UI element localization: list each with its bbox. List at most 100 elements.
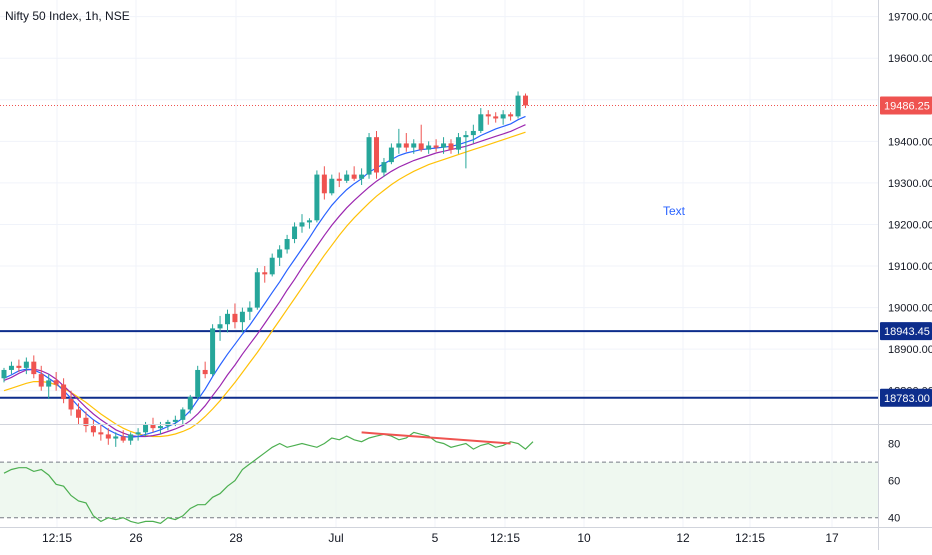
y-tick-label: 19000.00	[888, 303, 932, 315]
candle-body	[232, 313, 238, 323]
candle	[105, 428, 111, 445]
candle-body	[388, 147, 394, 163]
candle-body	[1, 369, 7, 379]
x-tick-label: 10	[577, 531, 591, 545]
candle-body	[180, 409, 186, 420]
x-tick-label: 12:15	[490, 531, 520, 545]
candle-body	[448, 143, 454, 150]
rsi-band-layer	[0, 461, 878, 519]
candle	[98, 424, 104, 441]
x-tick-label: 28	[229, 531, 243, 545]
candle-body	[403, 143, 409, 148]
candle	[23, 357, 29, 375]
candle-body	[172, 419, 178, 422]
price-label: 19486.25	[884, 100, 930, 112]
candle	[61, 378, 67, 404]
candle	[254, 268, 260, 310]
candle	[135, 428, 141, 441]
candle	[90, 419, 96, 437]
candle	[314, 170, 320, 223]
y-tick-label: 18900.00	[888, 344, 932, 356]
candle-body	[76, 409, 81, 418]
x-tick-label: 26	[129, 531, 143, 545]
x-tick-label: 12:15	[42, 531, 72, 545]
candle-body	[329, 178, 335, 194]
candle-body	[83, 417, 89, 427]
candle	[292, 222, 298, 244]
candle	[180, 407, 186, 424]
candle	[247, 301, 253, 321]
candle-body	[23, 361, 29, 368]
candle-body	[523, 95, 528, 106]
candle-body	[195, 369, 201, 397]
candle	[523, 93, 528, 109]
candle	[284, 234, 290, 254]
candle	[128, 432, 134, 445]
candle	[426, 141, 432, 154]
y-tick-label: 19100.00	[888, 261, 932, 273]
candle-body	[120, 436, 126, 441]
candle	[329, 174, 335, 196]
rsi-band-fill	[0, 462, 878, 518]
candle	[441, 137, 447, 154]
x-tick-label: 12	[676, 531, 690, 545]
candle-body	[217, 324, 223, 329]
candle-body	[508, 114, 514, 117]
candle	[269, 253, 275, 277]
y-tick-label: 19300.00	[888, 178, 932, 190]
candle	[359, 168, 365, 185]
candle-body	[135, 432, 141, 435]
candle	[210, 324, 216, 377]
candle	[157, 421, 163, 435]
candle-body	[470, 130, 476, 136]
x-tick-label: 17	[825, 531, 839, 545]
candle-body	[299, 222, 305, 227]
candle	[76, 403, 81, 424]
candle	[277, 245, 283, 267]
candle-body	[426, 145, 432, 150]
candle-body	[441, 143, 447, 148]
candle	[448, 139, 454, 154]
candle	[202, 361, 208, 379]
candle	[336, 172, 342, 188]
candle-body	[284, 239, 290, 250]
y-tick-label: 19700.00	[888, 12, 932, 24]
candle	[500, 110, 506, 125]
candle-body	[31, 361, 37, 375]
candle-body	[344, 174, 350, 181]
candle	[321, 166, 327, 200]
candle	[463, 130, 469, 169]
candle-body	[53, 380, 59, 385]
candle-body	[239, 311, 245, 323]
candle	[508, 112, 514, 121]
candle-body	[418, 143, 424, 150]
candle	[239, 307, 245, 333]
candle-layer	[1, 91, 528, 447]
candle-body	[463, 135, 469, 138]
candle-body	[478, 114, 484, 131]
x-tick-label: 12:15	[735, 531, 765, 545]
candle-body	[61, 384, 67, 400]
candle-body	[254, 272, 260, 308]
moving-average-layer	[3, 115, 526, 438]
candle	[485, 110, 491, 125]
annotation-text[interactable]: Text	[663, 204, 686, 218]
rsi-y-tick-label: 40	[888, 513, 900, 525]
candle	[8, 361, 14, 375]
candle-body	[351, 174, 357, 179]
candle-body	[38, 374, 44, 387]
candle	[225, 309, 230, 333]
candle	[403, 133, 409, 152]
candle	[299, 214, 305, 233]
candle-body	[98, 432, 104, 435]
candle-body	[8, 365, 14, 370]
candle-body	[306, 220, 312, 223]
chart-title: Nifty 50 Index, 1h, NSE	[5, 9, 130, 23]
candle-body	[202, 369, 208, 375]
candle	[150, 417, 156, 433]
candle	[396, 128, 402, 154]
candle	[46, 374, 52, 400]
candle-body	[321, 174, 327, 194]
candle-body	[225, 313, 230, 325]
